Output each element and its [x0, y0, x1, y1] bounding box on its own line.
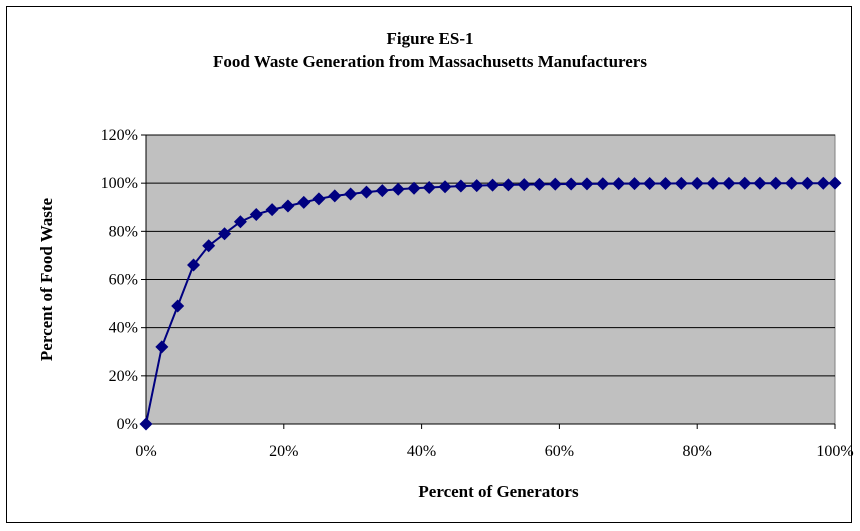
- data-point-marker: [722, 176, 736, 190]
- data-point-marker: [281, 199, 295, 213]
- data-point-marker: [753, 176, 767, 190]
- data-point-marker: [375, 184, 389, 198]
- y-tick-label: 20%: [109, 368, 138, 385]
- data-point-marker: [202, 239, 216, 253]
- x-axis-title: Percent of Generators: [418, 482, 579, 501]
- data-point-marker: [344, 187, 358, 201]
- data-point-marker: [706, 176, 720, 190]
- data-point-marker: [517, 178, 531, 192]
- y-tick-label: 40%: [109, 320, 138, 337]
- data-point-marker: [612, 177, 626, 191]
- data-point-marker: [828, 176, 842, 190]
- series-markers: [139, 176, 842, 431]
- y-tick-label: 80%: [109, 223, 138, 240]
- data-point-marker: [738, 176, 752, 190]
- data-point-marker: [816, 176, 830, 190]
- y-tick-label: 100%: [101, 175, 138, 192]
- data-point-marker: [785, 176, 799, 190]
- data-point-marker: [674, 176, 688, 190]
- data-point-marker: [564, 177, 578, 191]
- data-point-marker: [187, 258, 201, 272]
- x-tick-label: 60%: [545, 443, 574, 460]
- data-point-marker: [218, 227, 232, 241]
- data-point-marker: [659, 176, 673, 190]
- y-tick-label: 120%: [101, 127, 138, 144]
- x-tick-label: 20%: [269, 443, 298, 460]
- data-point-marker: [548, 177, 562, 191]
- data-point-marker: [171, 299, 185, 313]
- data-point-marker: [454, 179, 468, 193]
- data-point-marker: [769, 176, 783, 190]
- data-point-marker: [486, 178, 500, 192]
- x-tick-label: 100%: [816, 443, 853, 460]
- data-point-marker: [580, 177, 594, 191]
- data-point-marker: [297, 195, 311, 209]
- data-point-marker: [391, 182, 405, 196]
- data-point-marker: [265, 203, 279, 217]
- data-point-marker: [643, 177, 657, 191]
- data-point-marker: [359, 185, 373, 199]
- data-point-marker: [438, 180, 452, 194]
- y-axis-title: Percent of Food Waste: [37, 197, 56, 361]
- chart-subtitle: Food Waste Generation from Massachusetts…: [213, 52, 647, 71]
- data-point-marker: [800, 176, 814, 190]
- data-point-marker: [628, 177, 642, 191]
- data-point-marker: [470, 179, 484, 193]
- data-point-marker: [139, 417, 153, 431]
- x-tick-label: 40%: [407, 443, 436, 460]
- x-tick-label: 0%: [135, 443, 156, 460]
- data-point-marker: [312, 192, 326, 206]
- data-point-marker: [501, 178, 515, 192]
- data-point-marker: [328, 189, 342, 203]
- data-point-marker: [407, 181, 421, 195]
- y-tick-label: 60%: [109, 272, 138, 289]
- x-axis-ticks: 0% 20% 40% 60% 80% 100%: [135, 424, 854, 460]
- y-tick-label: 0%: [117, 416, 138, 433]
- data-point-marker: [233, 215, 247, 229]
- data-point-marker: [155, 340, 169, 354]
- data-point-marker: [422, 181, 436, 195]
- data-point-marker: [532, 177, 546, 191]
- y-axis-ticks: 0% 20% 40% 60% 80% 100% 120%: [101, 127, 146, 433]
- data-point-marker: [596, 177, 610, 191]
- x-tick-label: 80%: [683, 443, 712, 460]
- data-point-marker: [690, 176, 704, 190]
- chart-title: Figure ES-1: [386, 29, 474, 48]
- data-point-marker: [249, 207, 263, 221]
